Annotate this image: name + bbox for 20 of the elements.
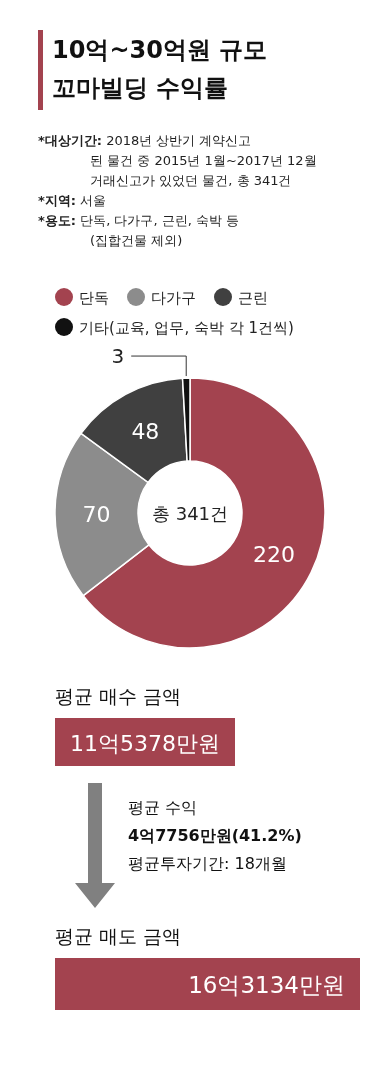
text: 평균 매수 금액	[55, 685, 182, 707]
text: *지역: 서울	[38, 193, 107, 208]
legend-label: 단독	[79, 289, 109, 307]
text: 평균 매도 금액	[55, 925, 182, 947]
text: *용도: 단독, 다가구, 근린, 숙박 등 (집합건물 제외)	[38, 213, 240, 248]
text: 16억3134만원	[188, 972, 345, 998]
chart-title: 10억~30억원 규모 꼬마빌딩 수익률	[52, 36, 268, 102]
text: 총 341건	[151, 503, 229, 524]
text: 평균투자기간: 18개월	[128, 854, 287, 873]
legend-label: 기타(교육, 업무, 숙박 각 1건씩)	[79, 319, 294, 337]
legend-label: 다가구	[151, 289, 196, 307]
data-label: 220	[252, 542, 295, 568]
text: 평균 수익	[128, 798, 198, 817]
text: 11억5378만원	[70, 731, 220, 756]
text: 4억7756만원(41.2%)	[128, 826, 302, 845]
data-label: 3	[111, 344, 125, 369]
data-label: 70	[82, 502, 111, 528]
data-label: 48	[131, 418, 160, 444]
legend-label: 근린	[238, 289, 268, 307]
text: *대상기간: 2018년 상반기 계약신고 된 물건 중 2015년 1월~2017년 12월 거래신고가 있었던 물건, 총 341건	[38, 133, 317, 188]
